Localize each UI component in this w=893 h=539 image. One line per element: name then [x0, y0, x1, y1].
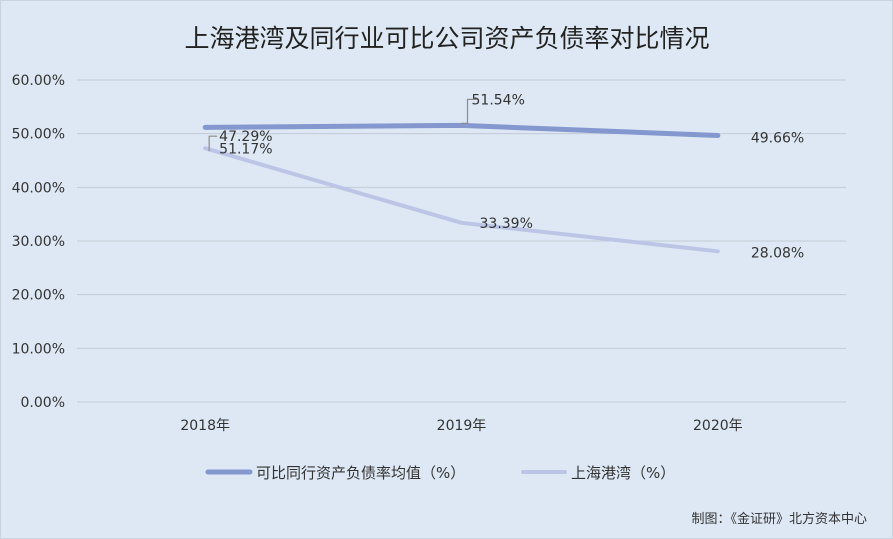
data-label: 33.39% — [480, 216, 533, 232]
chart-title: 上海港湾及同行业可比公司资产负债率对比情况 — [184, 24, 709, 53]
legend-label: 可比同行资产负债率均值（%） — [256, 464, 465, 482]
x-tick-label: 2019年 — [437, 418, 487, 434]
y-tick-label: 40.00% — [12, 180, 65, 196]
y-tick-label: 30.00% — [12, 234, 65, 250]
y-axis: 0.00% 10.00% 20.00% 30.00% 40.00% 50.00% 60.00… — [12, 73, 65, 411]
x-tick-label: 2020年 — [693, 418, 743, 434]
series-line — [202, 122, 721, 138]
legend: 可比同行资产负债率均值（%） 上海港湾（%） — [205, 464, 675, 482]
label-leader-line — [461, 98, 478, 125]
data-label: 28.08% — [751, 245, 804, 261]
y-tick-label: 10.00% — [12, 341, 65, 357]
series-line — [203, 146, 720, 254]
data-label: 51.54% — [472, 92, 525, 108]
source-note: 制图：《金证研》北方资本中心 — [691, 511, 867, 527]
y-tick-label: 50.00% — [12, 127, 65, 143]
gridlines — [77, 79, 846, 403]
data-labels: 51.17% 51.54% 49.66% 47.29% 33.39% 28.08% — [208, 92, 804, 261]
label-leader-line — [208, 135, 218, 152]
legend-label: 上海港湾（%） — [571, 464, 675, 482]
x-tick-label: 2018年 — [180, 418, 230, 434]
y-tick-label: 0.00% — [21, 395, 65, 411]
y-tick-label: 20.00% — [12, 288, 65, 304]
y-tick-label: 60.00% — [12, 73, 65, 89]
data-label: 47.29% — [219, 129, 272, 145]
x-axis: 2018年 2019年 2020年 — [180, 418, 742, 434]
series-lines — [202, 122, 721, 254]
data-label: 51.17% — [219, 141, 272, 157]
data-label: 49.66% — [751, 130, 804, 146]
